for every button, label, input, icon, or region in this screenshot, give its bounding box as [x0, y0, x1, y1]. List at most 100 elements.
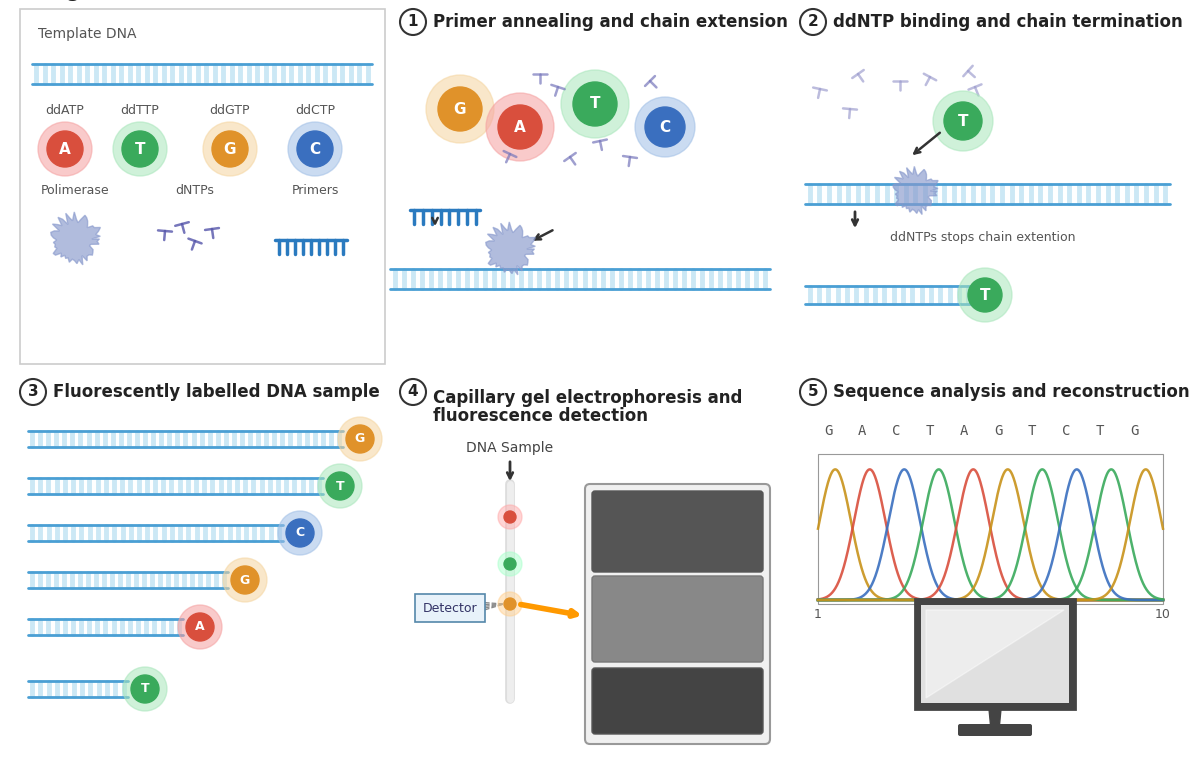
Circle shape: [38, 122, 92, 176]
Circle shape: [504, 511, 516, 523]
Text: C: C: [660, 119, 670, 134]
FancyBboxPatch shape: [592, 491, 762, 572]
FancyBboxPatch shape: [592, 668, 762, 734]
Circle shape: [47, 131, 82, 167]
Circle shape: [799, 9, 826, 35]
Circle shape: [286, 519, 314, 547]
Text: C: C: [295, 526, 305, 539]
Polygon shape: [51, 212, 100, 265]
Text: T: T: [141, 682, 149, 695]
Text: T: T: [957, 114, 968, 128]
Text: Reagents: Reagents: [25, 0, 129, 1]
Circle shape: [20, 379, 45, 405]
Text: G: G: [1129, 424, 1138, 438]
Circle shape: [326, 472, 354, 500]
Text: dNTPs: dNTPs: [176, 184, 214, 197]
FancyBboxPatch shape: [20, 9, 385, 364]
Circle shape: [958, 268, 1012, 322]
Text: ddTTP: ddTTP: [121, 104, 159, 117]
Circle shape: [439, 87, 482, 131]
Circle shape: [203, 122, 257, 176]
Text: ddNTPs stops chain extention: ddNTPs stops chain extention: [890, 231, 1076, 244]
Circle shape: [944, 102, 982, 140]
Circle shape: [114, 122, 167, 176]
Circle shape: [572, 82, 617, 126]
FancyBboxPatch shape: [921, 605, 1070, 703]
Text: C: C: [310, 141, 320, 157]
FancyBboxPatch shape: [819, 454, 1163, 604]
Text: T: T: [135, 141, 146, 157]
Circle shape: [635, 97, 695, 157]
Text: T: T: [926, 424, 934, 438]
Circle shape: [425, 75, 494, 143]
Text: Primers: Primers: [292, 184, 338, 197]
Polygon shape: [486, 222, 535, 275]
Circle shape: [347, 425, 374, 453]
Text: Nucleotide: Nucleotide: [956, 608, 1024, 621]
Circle shape: [486, 93, 554, 161]
Text: fluorescence detection: fluorescence detection: [433, 407, 648, 425]
Circle shape: [288, 122, 342, 176]
Circle shape: [223, 558, 266, 602]
Text: A: A: [195, 620, 204, 633]
Text: G: G: [223, 141, 237, 157]
Text: ddGTP: ddGTP: [210, 104, 250, 117]
Circle shape: [645, 107, 685, 147]
Circle shape: [338, 417, 382, 461]
Text: Sequence analysis and reconstruction: Sequence analysis and reconstruction: [833, 383, 1190, 401]
Text: T: T: [1028, 424, 1036, 438]
Text: G: G: [454, 102, 466, 116]
Text: G: G: [240, 574, 250, 587]
Circle shape: [968, 278, 1001, 312]
Circle shape: [131, 675, 159, 703]
Text: Capillary gel electrophoresis and: Capillary gel electrophoresis and: [433, 389, 742, 407]
Text: 1: 1: [814, 608, 822, 621]
Circle shape: [504, 558, 516, 570]
Circle shape: [298, 131, 333, 167]
Circle shape: [498, 592, 522, 616]
Text: 1: 1: [407, 15, 418, 30]
Circle shape: [122, 131, 158, 167]
Text: 4: 4: [407, 384, 418, 400]
Text: DNA Sample: DNA Sample: [466, 441, 553, 455]
Circle shape: [799, 379, 826, 405]
Polygon shape: [989, 709, 1001, 730]
Text: Laser: Laser: [590, 612, 627, 626]
Text: Detector: Detector: [423, 601, 477, 614]
FancyBboxPatch shape: [586, 484, 770, 744]
Text: T: T: [1096, 424, 1104, 438]
Text: T: T: [590, 96, 600, 112]
Text: T: T: [336, 480, 344, 493]
Text: A: A: [858, 424, 866, 438]
Text: Fluorescently labelled DNA sample: Fluorescently labelled DNA sample: [53, 383, 380, 401]
Text: C: C: [1062, 424, 1071, 438]
Text: G: G: [994, 424, 1003, 438]
Text: ddATP: ddATP: [45, 104, 85, 117]
FancyBboxPatch shape: [592, 576, 762, 662]
Text: 5: 5: [808, 384, 819, 400]
Circle shape: [560, 70, 629, 138]
Polygon shape: [926, 610, 1064, 698]
Circle shape: [498, 105, 543, 149]
Text: G: G: [355, 432, 366, 445]
Circle shape: [400, 379, 425, 405]
Circle shape: [400, 9, 425, 35]
Circle shape: [278, 511, 321, 555]
Text: 3: 3: [27, 384, 38, 400]
FancyBboxPatch shape: [415, 594, 485, 622]
Text: ddNTP binding and chain termination: ddNTP binding and chain termination: [833, 13, 1183, 31]
Text: 10: 10: [1156, 608, 1171, 621]
Circle shape: [123, 667, 167, 711]
Polygon shape: [893, 167, 938, 215]
Text: A: A: [514, 119, 526, 134]
Text: A: A: [59, 141, 71, 157]
Text: T: T: [980, 287, 991, 303]
Text: Primer annealing and chain extension: Primer annealing and chain extension: [433, 13, 788, 31]
Text: ddCTP: ddCTP: [295, 104, 335, 117]
Circle shape: [186, 613, 214, 641]
Text: G: G: [823, 424, 832, 438]
Circle shape: [231, 566, 259, 594]
Circle shape: [933, 91, 993, 151]
Text: Polimerase: Polimerase: [41, 184, 109, 197]
FancyBboxPatch shape: [958, 724, 1032, 736]
